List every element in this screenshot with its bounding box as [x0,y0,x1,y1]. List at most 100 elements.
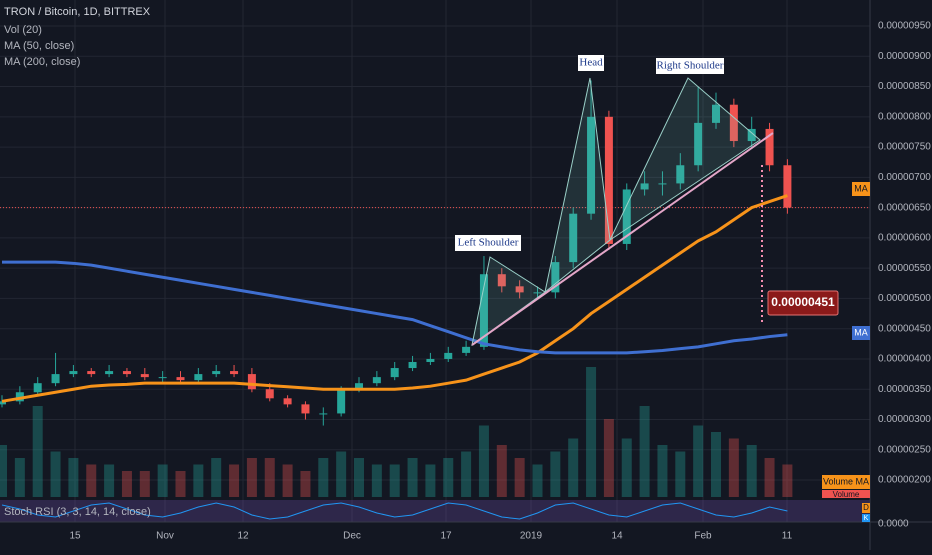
volume-bar [50,451,61,497]
volume-bar [139,471,150,497]
y-tick-label: 0.00000450 [878,323,931,334]
volume-bar [354,458,364,497]
y-tick-label: 0.00000700 [878,172,931,183]
candle-body [569,213,578,263]
x-tick-label: Feb [694,531,712,542]
volume-bar [675,451,686,497]
volume-bar [603,419,614,497]
y-tick-label: 0.00000200 [878,475,931,486]
volume-bar [496,445,507,497]
candle-body [230,371,239,375]
stoch-axis-label: 0.0000 [878,519,909,530]
candle-body [33,383,42,393]
volume-ma-label: Volume MA [823,476,869,486]
candle-body [515,286,524,293]
candle-body [158,377,167,379]
stoch-badge-label: D [863,503,869,512]
volume-bar [425,464,436,497]
candle-body [426,358,435,362]
candle-body [283,398,292,405]
candle-body [212,371,221,375]
y-tick-label: 0.00000350 [878,384,931,395]
volume-bar [693,425,704,497]
candle-body [319,413,328,415]
candle-body [462,346,471,353]
volume-bar [568,438,579,497]
candle-body [533,292,542,294]
y-tick-label: 0.00000900 [878,51,931,62]
right-shoulder-label: Right Shoulder [657,60,724,72]
volume-bar [389,464,400,497]
candle-body [105,371,114,375]
y-tick-label: 0.00000250 [878,444,931,455]
candle-body [265,389,274,399]
x-tick-label: Dec [343,531,361,542]
volume-bar [550,451,561,497]
candle-body [301,404,310,414]
volume-bar [657,445,668,497]
volume-bar [621,438,632,497]
volume-bar [246,458,257,497]
volume-bar [0,445,7,497]
stoch-title: Stoch RSI (3, 3, 14, 14, close) [4,506,151,518]
volume-bar [193,464,204,497]
stoch-pane [1,502,788,520]
volume-ma-badge [822,475,870,489]
volume-bar [371,464,382,497]
volume-bar [764,458,775,497]
candle-body [676,165,685,184]
volume-bar [175,471,186,497]
grid [0,0,870,522]
y-tick-label: 0.00000300 [878,414,931,425]
price-axis: 0.00000200 0.00000250 0.00000300 0.00000350… [878,21,931,486]
candle-body [408,361,417,369]
neckline [471,132,774,346]
volume-bar [728,438,739,497]
candle-body [176,377,185,381]
ma-line [2,260,788,355]
candle-body [729,104,738,142]
candle-body [247,374,256,390]
candle-body [640,183,649,190]
volume-bar [104,464,115,497]
candle-body [694,122,703,166]
volume-bar [478,425,489,497]
y-tick-label: 0.00000850 [878,81,931,92]
target-label: 0.00000451 [771,295,835,309]
volume-bar [282,464,293,497]
volume-bar [318,458,329,497]
y-tick-label: 0.00000800 [878,111,931,122]
volume-bar [86,464,97,497]
volume-bar [336,451,347,497]
candle-body [355,383,363,390]
volume-bar [229,464,240,497]
candle-body [587,116,596,214]
y-tick-label: 0.00000950 [878,21,931,32]
stoch-k-line [1,502,788,520]
time-axis: 15 Nov 12 Dec 17 2019 14 Feb 11 [69,531,792,542]
volume-pane [0,367,793,497]
chart-title: TRON / Bitcoin, 1D, BITTREX [4,6,151,18]
target-box [767,290,839,316]
candle-body [140,374,149,378]
volume-bar [407,458,418,497]
volume-bar [32,406,43,497]
ma-badge-label: MA [854,183,868,193]
label-box [578,55,604,71]
volume-badge [822,490,870,498]
indicator-label: MA (50, close) [4,40,74,52]
volume-label: Volume [833,490,860,499]
candle-body [551,262,560,293]
stoch-badge-label: K [864,515,869,522]
y-tick-label: 0.00000650 [878,202,931,213]
volume-bar [157,464,168,497]
x-tick-label: 14 [611,531,623,542]
candle-body [0,401,6,405]
label-box [656,58,724,74]
x-tick-label: 12 [237,531,249,542]
y-tick-label: 0.00000500 [878,293,931,304]
volume-bar [782,464,793,497]
candle-body [783,165,792,208]
candle-body [87,371,96,375]
volume-bar [532,464,543,497]
